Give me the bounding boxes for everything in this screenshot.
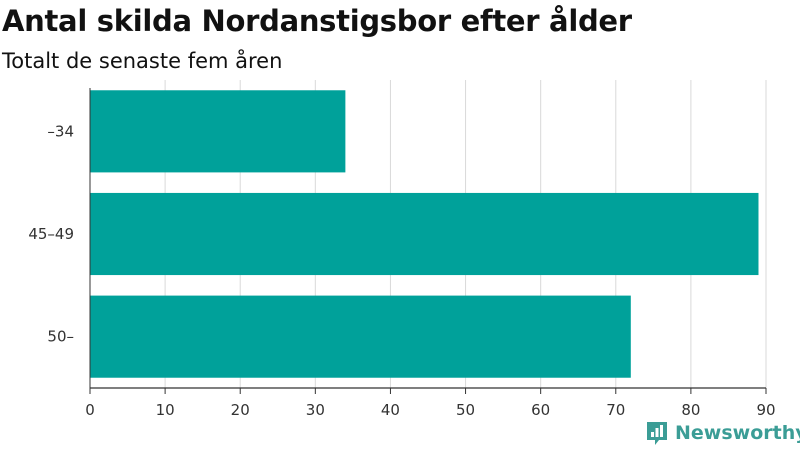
x-tick-label: 20: [231, 401, 250, 419]
chart-subtitle: Totalt de senaste fem åren: [2, 49, 283, 73]
category-label: 45–49: [28, 225, 74, 243]
x-tick-label: 90: [756, 401, 775, 419]
x-tick-label: 50: [456, 401, 475, 419]
x-tick-label: 80: [681, 401, 700, 419]
x-tick-label: 10: [156, 401, 175, 419]
bar-1: [90, 90, 346, 173]
category-label: 50–: [47, 328, 74, 346]
brand-name: Newsworthy: [675, 422, 800, 444]
x-axis: 0 10 20 30 40 50 60 70 80 90: [85, 88, 776, 419]
x-tick-label: 60: [531, 401, 550, 419]
bar-2: [90, 192, 759, 276]
bar-3: [90, 295, 631, 378]
x-tick-label: 40: [381, 401, 400, 419]
chart-title: Antal skilda Nordanstigsbor efter ålder: [2, 4, 632, 38]
newsworthy-logo-icon: [647, 422, 667, 445]
x-tick-label: 70: [606, 401, 625, 419]
newsworthy-brand: Newsworthy: [645, 420, 800, 446]
x-tick-label: 30: [306, 401, 325, 419]
x-tick-label: 0: [85, 401, 95, 419]
bars: [90, 90, 759, 378]
category-label: –34: [47, 122, 74, 140]
category-labels: –34 45–49 50–: [28, 122, 74, 345]
